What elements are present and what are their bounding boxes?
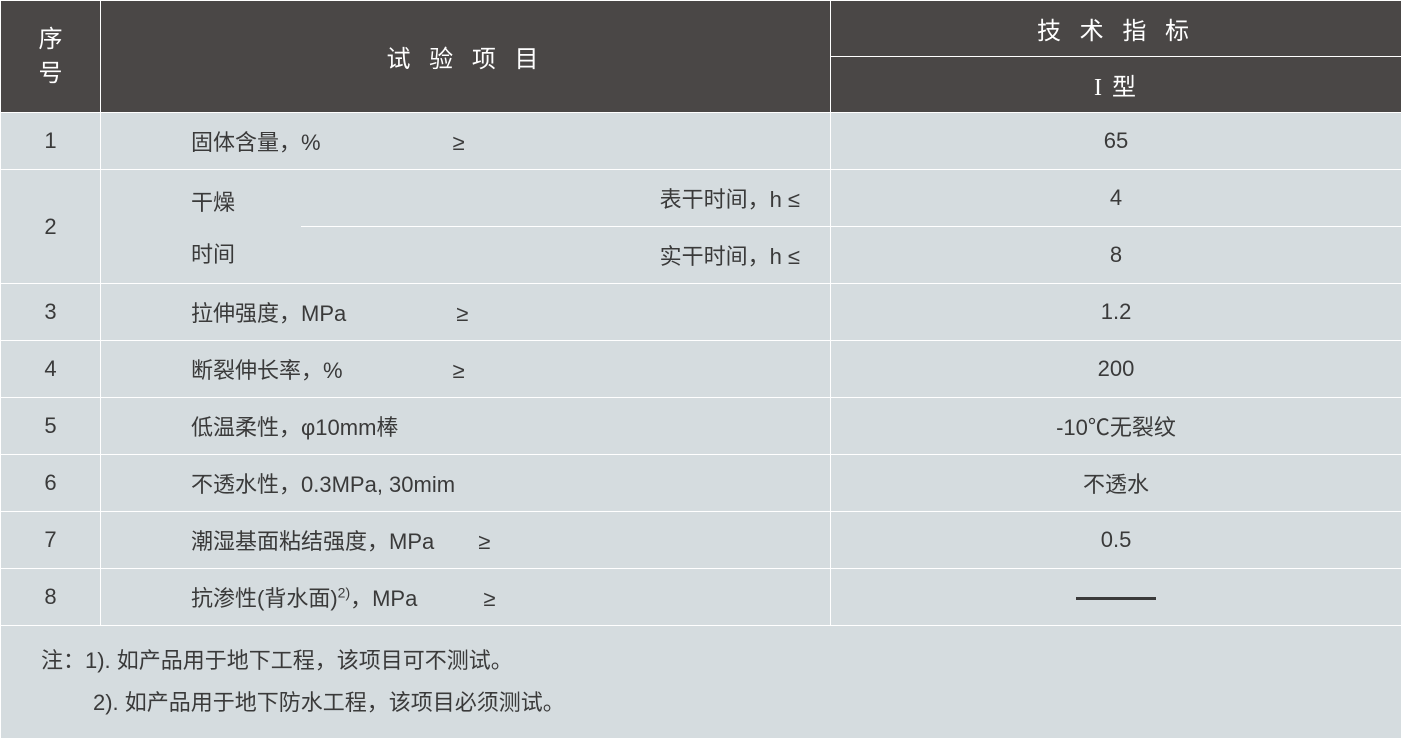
seq-cell: 1 [1,113,101,170]
spec-cell-dash [831,569,1401,626]
notes-cell: 注：1). 如产品用于地下工程，该项目可不测试。 2). 如产品用于地下防水工程… [1,626,1401,739]
item-cell: 抗渗性(背水面)2)，MPa ≥ [101,569,831,626]
item-sub-right-cell: 实干时间，h ≤ [301,227,831,284]
item-text-part2: ，MPa ≥ [350,586,495,611]
item-left-line2: 时间 [191,237,293,269]
table-row: 1 固体含量，% ≥ 65 [1,113,1401,170]
seq-cell: 6 [1,455,101,512]
spec-table: 序号 试 验 项 目 技 术 指 标 I 型 1 固体含量，% ≥ 65 2 干… [0,0,1401,739]
seq-cell: 2 [1,170,101,284]
item-cell: 不透水性，0.3MPa, 30mim [101,455,831,512]
header-seq-text: 序号 [39,23,63,90]
spec-cell: 0.5 [831,512,1401,569]
dash-icon [1076,597,1156,600]
seq-cell: 4 [1,341,101,398]
seq-cell: 8 [1,569,101,626]
table-row: 2 干燥 时间 表干时间，h ≤ 4 [1,170,1401,227]
seq-cell: 5 [1,398,101,455]
note-line-2: 2). 如产品用于地下防水工程，该项目必须测试。 [41,682,1361,724]
spec-cell: 不透水 [831,455,1401,512]
item-sub-right-cell: 表干时间，h ≤ [301,170,831,227]
spec-cell: 65 [831,113,1401,170]
item-sup: 2) [338,585,350,601]
header-item: 试 验 项 目 [101,1,831,113]
seq-cell: 7 [1,512,101,569]
spec-cell: 200 [831,341,1401,398]
item-left-cell: 干燥 时间 [101,170,301,284]
header-spec-top: 技 术 指 标 [831,1,1401,57]
spec-cell: 8 [831,227,1401,284]
table-row: 7 潮湿基面粘结强度，MPa ≥ 0.5 [1,512,1401,569]
header-seq: 序号 [1,1,101,113]
item-cell: 潮湿基面粘结强度，MPa ≥ [101,512,831,569]
item-cell: 断裂伸长率，% ≥ [101,341,831,398]
notes-row: 注：1). 如产品用于地下工程，该项目可不测试。 2). 如产品用于地下防水工程… [1,626,1401,739]
table-row: 5 低温柔性，φ10mm棒 -10℃无裂纹 [1,398,1401,455]
item-left-line1: 干燥 [191,185,293,217]
spec-table-container: 序号 试 验 项 目 技 术 指 标 I 型 1 固体含量，% ≥ 65 2 干… [0,0,1401,739]
item-cell: 低温柔性，φ10mm棒 [101,398,831,455]
table-row: 3 拉伸强度，MPa ≥ 1.2 [1,284,1401,341]
table-row: 4 断裂伸长率，% ≥ 200 [1,341,1401,398]
seq-cell: 3 [1,284,101,341]
table-row: 8 抗渗性(背水面)2)，MPa ≥ [1,569,1401,626]
note-line-1: 注：1). 如产品用于地下工程，该项目可不测试。 [41,648,513,673]
table-row: 6 不透水性，0.3MPa, 30mim 不透水 [1,455,1401,512]
spec-cell: 4 [831,170,1401,227]
spec-cell: -10℃无裂纹 [831,398,1401,455]
header-spec-sub: I 型 [831,57,1401,113]
item-text-part1: 抗渗性(背水面) [191,586,338,611]
item-cell: 固体含量，% ≥ [101,113,831,170]
header-row-1: 序号 试 验 项 目 技 术 指 标 [1,1,1401,57]
spec-cell: 1.2 [831,284,1401,341]
item-cell: 拉伸强度，MPa ≥ [101,284,831,341]
